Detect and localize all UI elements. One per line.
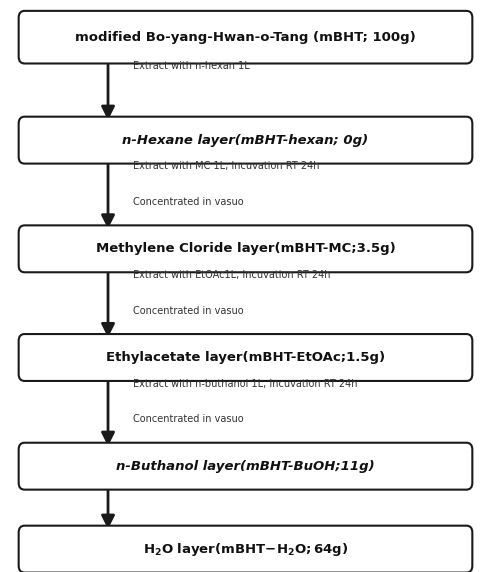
Text: n-Hexane layer(mBHT-hexan; 0g): n-Hexane layer(mBHT-hexan; 0g) xyxy=(122,134,369,146)
Text: modified Bo-yang-Hwan-o-Tang (mBHT; 100g): modified Bo-yang-Hwan-o-Tang (mBHT; 100g… xyxy=(75,31,416,43)
Text: Concentrated in vasuo: Concentrated in vasuo xyxy=(133,305,243,316)
Text: Ethylacetate layer(mBHT-EtOAc;1.5g): Ethylacetate layer(mBHT-EtOAc;1.5g) xyxy=(106,351,385,364)
FancyBboxPatch shape xyxy=(19,117,472,164)
Text: Concentrated in vasuo: Concentrated in vasuo xyxy=(133,197,243,207)
Text: Methylene Cloride layer(mBHT-MC;3.5g): Methylene Cloride layer(mBHT-MC;3.5g) xyxy=(96,243,395,255)
Text: n-Buthanol layer(mBHT-BuOH;11g): n-Buthanol layer(mBHT-BuOH;11g) xyxy=(116,460,375,472)
Text: Concentrated in vasuo: Concentrated in vasuo xyxy=(133,414,243,424)
Text: $\mathbf{H_2O\ layer(mBHT\!-\!H_2O;64g)}$: $\mathbf{H_2O\ layer(mBHT\!-\!H_2O;64g)}… xyxy=(143,541,348,558)
FancyBboxPatch shape xyxy=(19,526,472,572)
FancyBboxPatch shape xyxy=(19,11,472,63)
Text: Extract with EtOAc1L, Incuvation RT 24h: Extract with EtOAc1L, Incuvation RT 24h xyxy=(133,270,330,280)
Text: Extract with n-hexan 1L: Extract with n-hexan 1L xyxy=(133,61,249,71)
FancyBboxPatch shape xyxy=(19,443,472,490)
FancyBboxPatch shape xyxy=(19,334,472,381)
Text: Extract with n-buthanol 1L, Incuvation RT 24h: Extract with n-buthanol 1L, Incuvation R… xyxy=(133,379,357,388)
Text: Extract with MC 1L, Incuvation RT 24h: Extract with MC 1L, Incuvation RT 24h xyxy=(133,161,319,171)
FancyBboxPatch shape xyxy=(19,225,472,272)
